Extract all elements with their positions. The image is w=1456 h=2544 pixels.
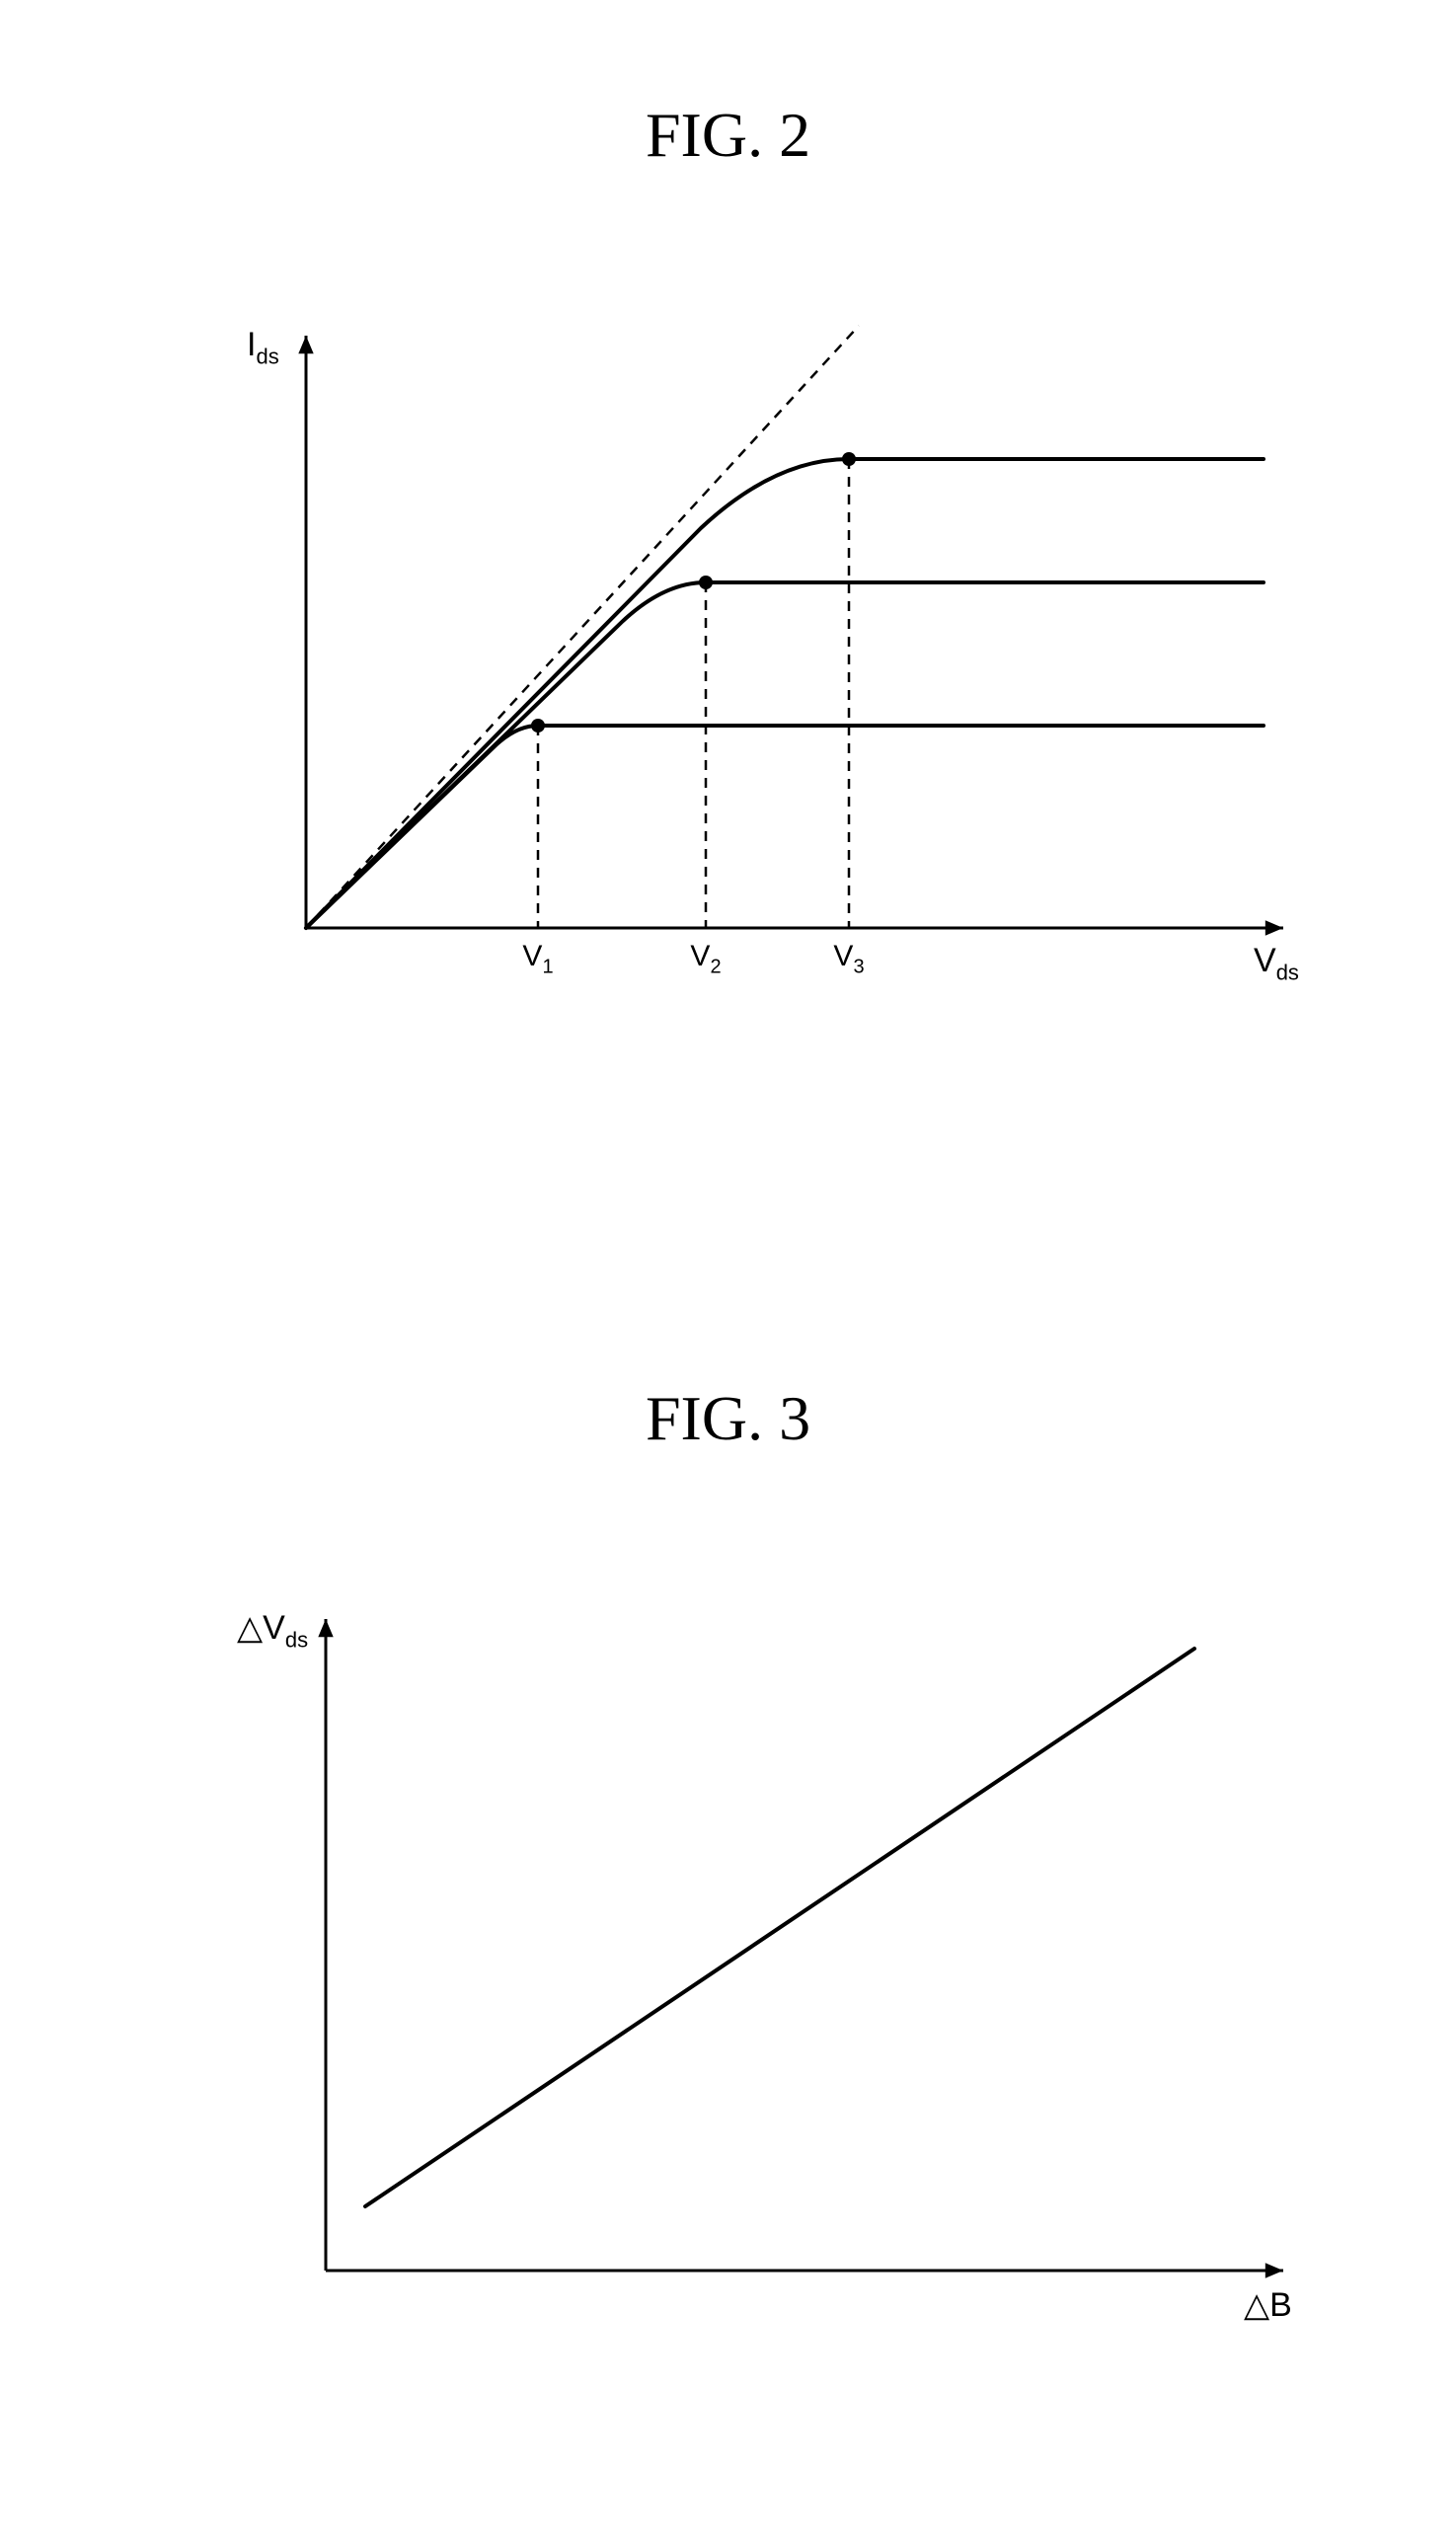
svg-text:V3: V3 xyxy=(833,940,864,978)
fig3-svg: △Vds △B xyxy=(217,1580,1303,2330)
fig2-chart: Ids Vds V1 V2 V3 xyxy=(217,296,1303,987)
page-root: FIG. 2 Ids Vds V1 V2 V3 FIG. 3 △Vds △B xyxy=(0,0,1456,2544)
svg-text:Vds: Vds xyxy=(1254,942,1299,985)
svg-text:V1: V1 xyxy=(522,940,553,978)
fig2-svg: Ids Vds V1 V2 V3 xyxy=(217,296,1303,987)
fig2-title: FIG. 2 xyxy=(0,99,1456,172)
fig3-title: FIG. 3 xyxy=(0,1382,1456,1455)
svg-text:V2: V2 xyxy=(690,940,721,978)
svg-text:△Vds: △Vds xyxy=(237,1609,308,1653)
svg-text:△B: △B xyxy=(1244,2286,1292,2324)
fig3-chart: △Vds △B xyxy=(217,1580,1303,2330)
svg-text:Ids: Ids xyxy=(247,326,279,369)
